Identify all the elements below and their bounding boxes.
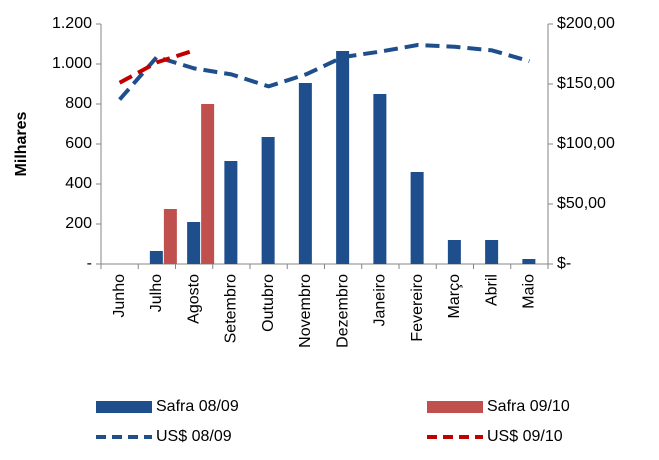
- x-tick-label: Julho: [148, 274, 165, 312]
- bar: [447, 240, 461, 264]
- line: [118, 48, 195, 85]
- x-tick-label: Dezembro: [334, 274, 351, 348]
- bar: [336, 51, 350, 264]
- x-tick-label: Agosto: [185, 274, 202, 324]
- bar: [522, 259, 536, 264]
- x-tick-label: Novembro: [297, 274, 314, 348]
- line: [118, 43, 530, 101]
- bar: [373, 94, 387, 264]
- y2-tick-label: $150,00: [557, 75, 615, 92]
- x-tick-label: Junho: [111, 274, 128, 318]
- y-tick-label: -: [87, 255, 92, 272]
- legend-swatch: [427, 401, 483, 413]
- bar: [149, 251, 163, 264]
- bar: [261, 137, 275, 264]
- bar: [410, 172, 424, 264]
- legend-label: Safra 09/10: [487, 398, 570, 415]
- y-tick-label: 1.000: [52, 55, 92, 72]
- y-axis-title: Milhares: [13, 111, 30, 176]
- legend-label: US$ 09/10: [487, 428, 563, 445]
- bar: [485, 240, 499, 264]
- y-tick-label: 600: [65, 135, 92, 152]
- bar: [187, 222, 201, 264]
- x-tick-label: Setembro: [223, 274, 240, 343]
- legend-label: US$ 08/09: [156, 428, 232, 445]
- x-tick-label: Maio: [521, 274, 538, 309]
- y-tick-label: 800: [65, 95, 92, 112]
- y2-tick-label: $50,00: [557, 195, 606, 212]
- y2-tick-label: $200,00: [557, 15, 615, 32]
- y2-tick-label: $-: [557, 255, 571, 272]
- y-tick-label: 400: [65, 175, 92, 192]
- bar: [163, 209, 177, 264]
- x-tick-label: Fevereiro: [409, 274, 426, 342]
- legend-swatch: [96, 401, 152, 413]
- y-tick-label: 200: [65, 215, 92, 232]
- x-tick-label: Março: [446, 274, 463, 319]
- bar: [224, 161, 238, 264]
- x-tick-label: Janeiro: [372, 274, 389, 327]
- y-tick-label: 1.200: [52, 15, 92, 32]
- x-tick-label: Outubro: [260, 274, 277, 332]
- bar: [201, 104, 215, 264]
- x-tick-label: Abril: [483, 274, 500, 306]
- bar: [298, 83, 312, 264]
- legend-label: Safra 08/09: [156, 398, 239, 415]
- y2-tick-label: $100,00: [557, 135, 615, 152]
